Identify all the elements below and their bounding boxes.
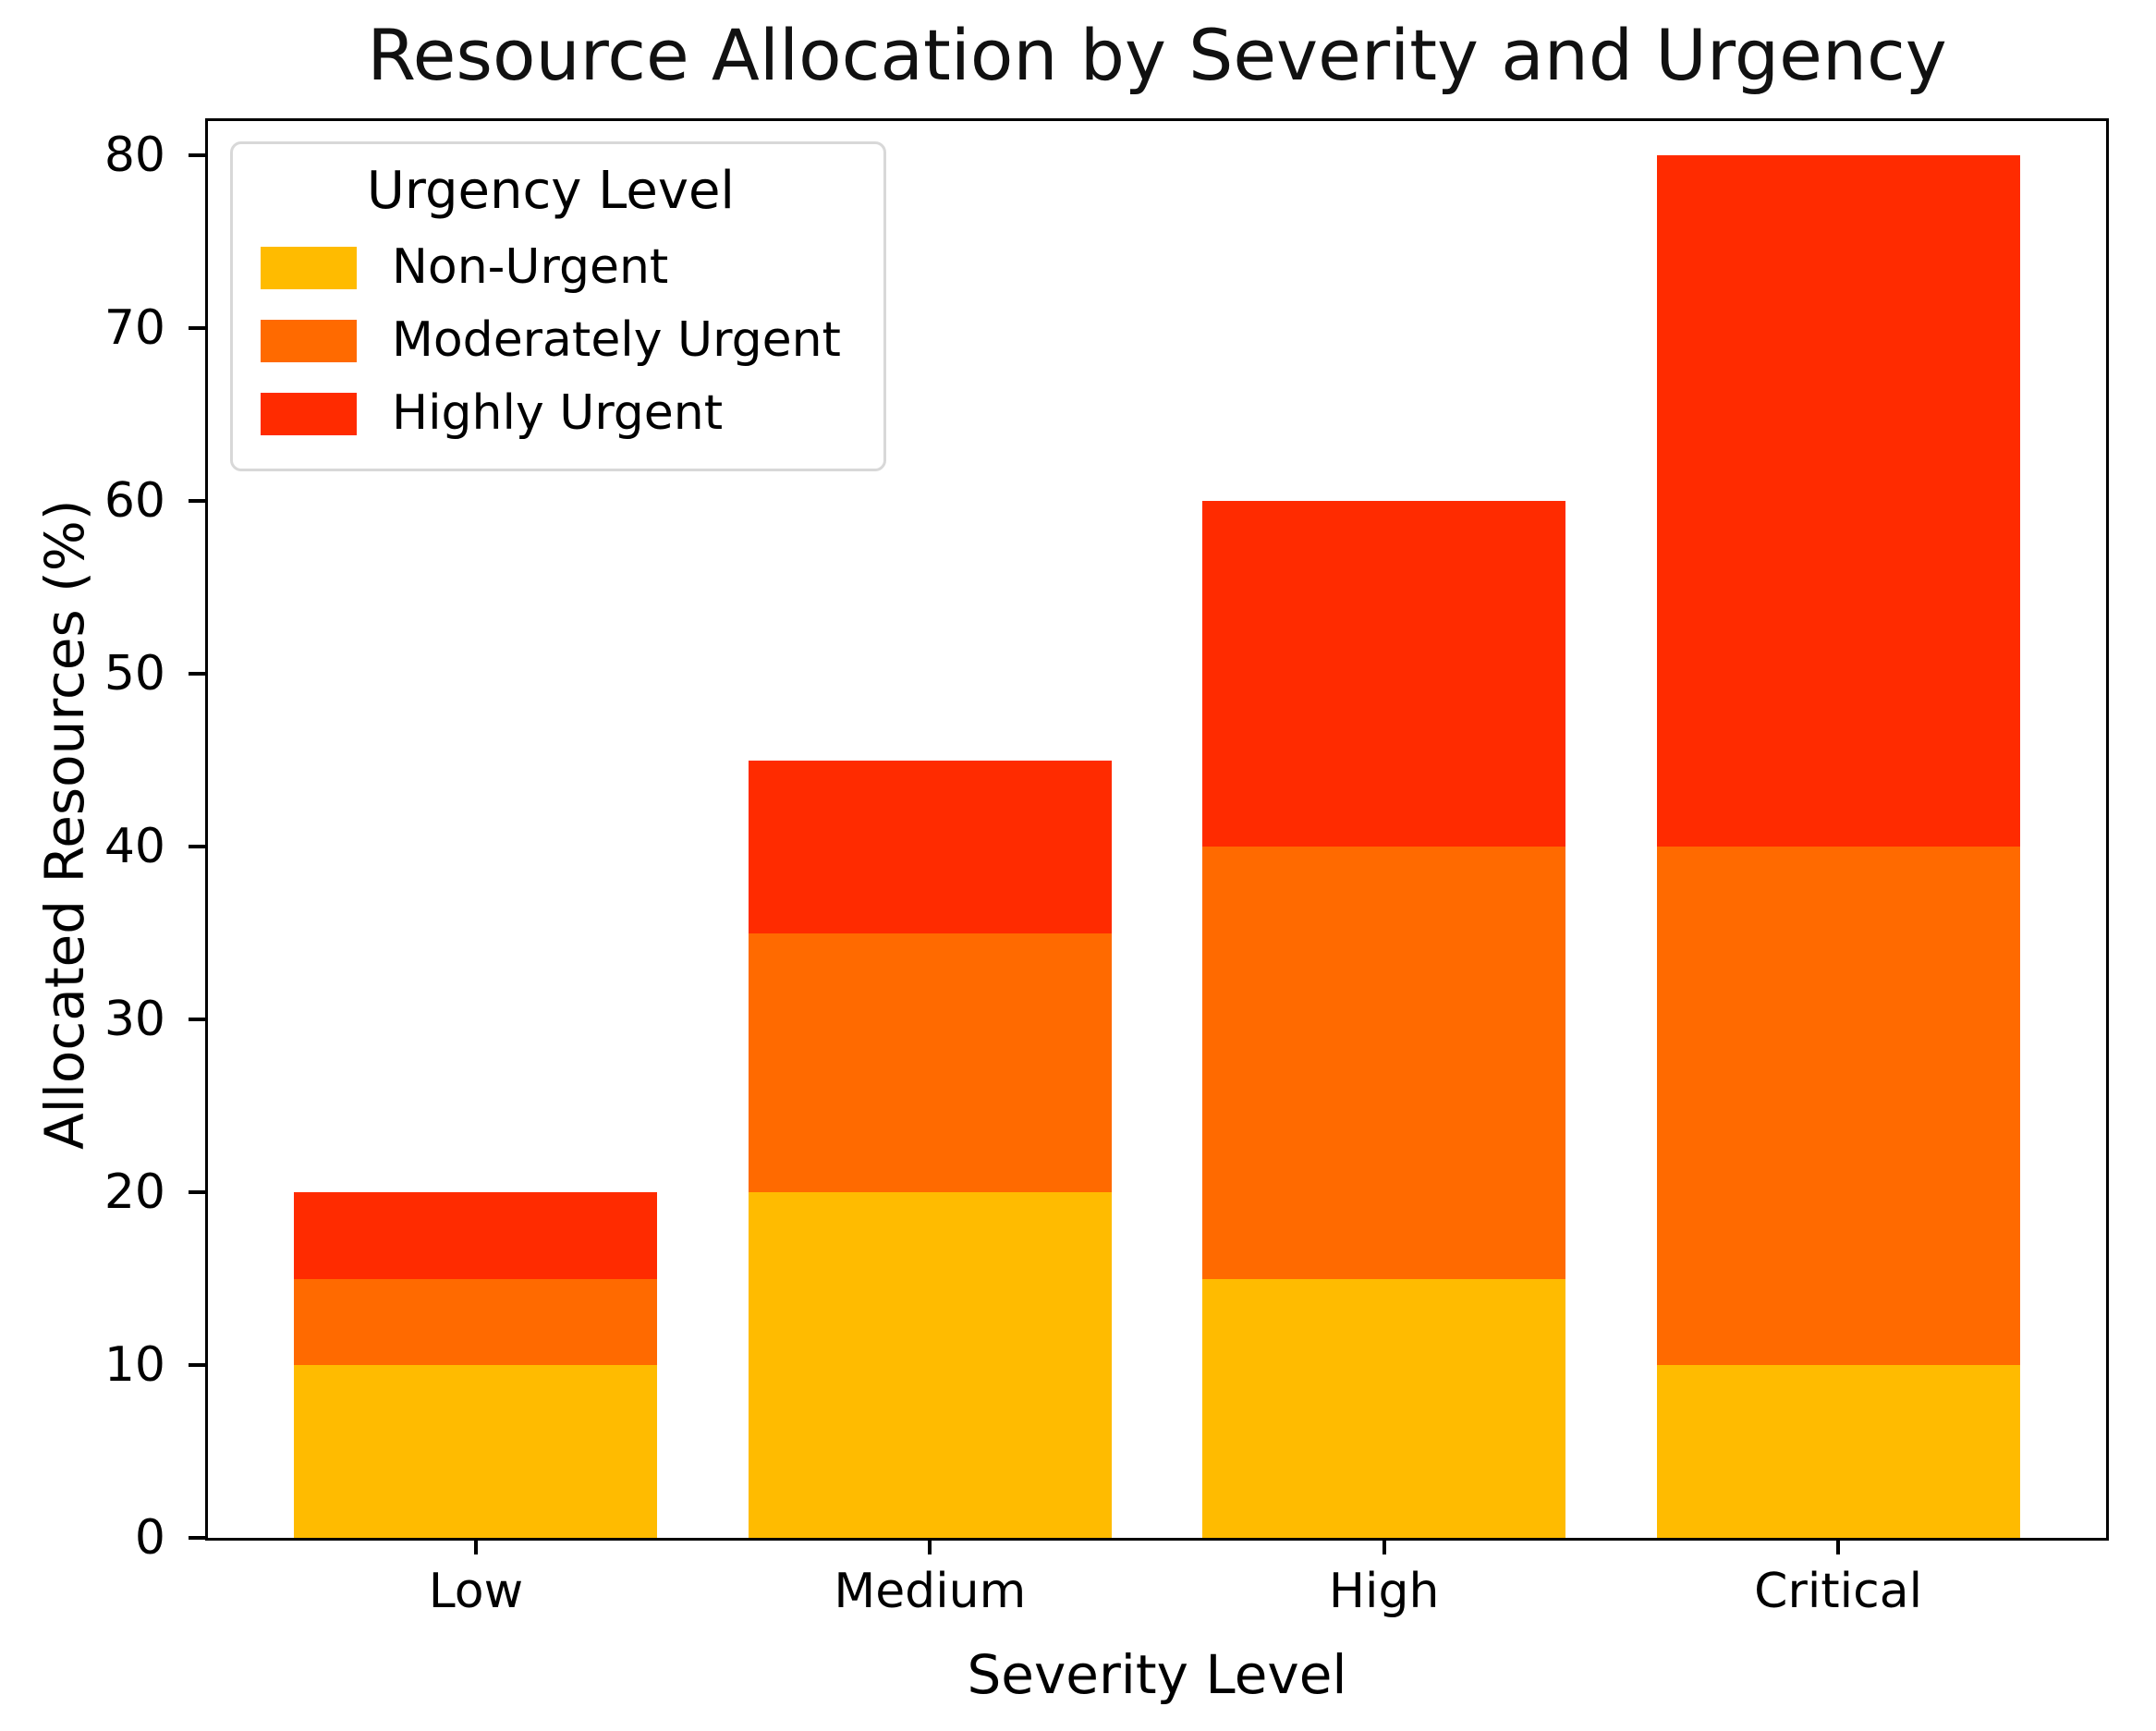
x-axis-label: Severity Level [967,1643,1347,1706]
y-tick-10 [189,1363,205,1368]
x-tick-high [1382,1538,1386,1554]
bar-segment-medium-moderately-urgent [748,933,1112,1193]
bar-segment-high-highly-urgent [1202,501,1566,847]
legend-label-moderately-urgent: Moderately Urgent [392,312,841,369]
y-tick-label-10: 10 [104,1337,165,1394]
legend-label-non-urgent: Non-Urgent [392,239,669,295]
y-tick-label-0: 0 [134,1510,165,1566]
bar-segment-low-moderately-urgent [294,1278,658,1366]
bar-segment-medium-highly-urgent [748,760,1112,933]
y-tick-label-80: 80 [104,128,165,184]
legend-title: Urgency Level [366,161,735,221]
y-axis-label: Allocated Resources (%) [33,499,96,1150]
legend: Urgency Level Non-Urgent Moderately Urgen… [230,141,886,471]
x-tick-medium [928,1538,932,1554]
y-tick-label-50: 50 [104,646,165,702]
legend-swatch-highly-urgent [261,392,357,435]
x-tick-low [473,1538,478,1554]
x-tick-critical [1836,1538,1841,1554]
y-tick-label-20: 20 [104,1164,165,1221]
y-tick-label-70: 70 [104,300,165,357]
legend-swatch-non-urgent [261,246,357,289]
x-tick-label-critical: Critical [1754,1564,1923,1619]
x-tick-label-low: Low [428,1564,524,1619]
x-tick-label-high: High [1328,1564,1440,1619]
legend-items: Non-Urgent Moderately Urgent Highly Urgent [261,239,841,441]
bar-segment-critical-moderately-urgent [1656,847,2020,1366]
y-tick-60 [189,499,205,504]
y-tick-40 [189,845,205,849]
bar-segment-high-non-urgent [1202,1278,1566,1538]
legend-swatch-moderately-urgent [261,319,357,362]
legend-label-highly-urgent: Highly Urgent [392,385,724,442]
bar-segment-high-moderately-urgent [1202,847,1566,1279]
y-tick-20 [189,1190,205,1195]
y-tick-label-60: 60 [104,473,165,530]
chart-title: Resource Allocation by Severity and Urge… [367,14,1947,96]
legend-item-highly-urgent: Highly Urgent [261,387,841,440]
bar-segment-critical-non-urgent [1656,1365,2020,1538]
bar-segment-critical-highly-urgent [1656,155,2020,847]
y-tick-50 [189,672,205,677]
bar-segment-low-highly-urgent [294,1192,658,1279]
y-tick-80 [189,153,205,158]
y-tick-0 [189,1536,205,1540]
legend-item-moderately-urgent: Moderately Urgent [261,312,841,369]
plot-area: Urgency Level Non-Urgent Moderately Urgen… [104,118,2109,1618]
y-tick-label-40: 40 [104,819,165,875]
y-tick-30 [189,1018,205,1022]
bar-segment-low-non-urgent [294,1365,658,1538]
y-tick-label-30: 30 [104,992,165,1048]
y-tick-70 [189,326,205,331]
legend-item-non-urgent: Non-Urgent [261,239,841,295]
bar-segment-medium-non-urgent [748,1192,1112,1538]
x-tick-label-medium: Medium [834,1564,1027,1619]
